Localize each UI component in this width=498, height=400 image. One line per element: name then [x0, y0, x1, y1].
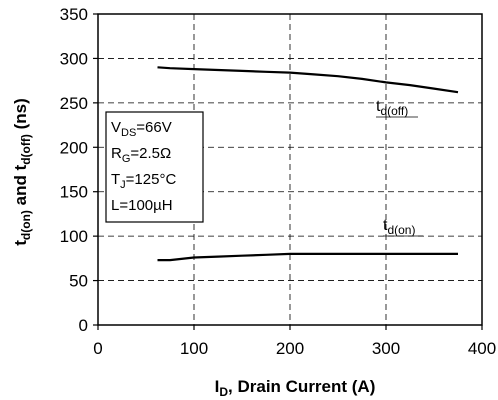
series-label-t-d-on: td(on)	[383, 217, 415, 237]
condition-text: L=100µH	[111, 197, 173, 214]
y-tick-label: 50	[69, 272, 88, 291]
condition-text: VDS=66V	[111, 119, 172, 139]
y-tick-label: 200	[60, 138, 88, 157]
y-tick-label: 250	[60, 94, 88, 113]
x-axis-title: ID, Drain Current (A)	[215, 377, 376, 399]
x-tick-label: 200	[276, 339, 304, 358]
y-axis-title: td(on) and td(off) (ns)	[11, 98, 33, 246]
y-tick-label: 350	[60, 5, 88, 24]
series-line-t-d-on	[157, 252, 458, 262]
y-tick-label: 0	[79, 316, 88, 335]
conditions-frame	[105, 111, 204, 223]
series-label-t-d-off: td(off)	[376, 98, 408, 118]
y-tick-label: 300	[60, 49, 88, 68]
condition-text: TJ=125°C	[111, 171, 176, 191]
x-tick-label: 400	[468, 339, 496, 358]
series-lines	[157, 66, 459, 262]
y-tick-label: 150	[60, 183, 88, 202]
y-tick-label: 100	[60, 227, 88, 246]
x-tick-labels: 0 100 200 300 400	[93, 325, 496, 358]
condition-text: RG=2.5Ω	[111, 145, 171, 165]
x-tick-label: 100	[180, 339, 208, 358]
x-tick-label: 0	[93, 339, 102, 358]
y-tick-labels: 0 50 100 150 200 250 300 350	[60, 5, 98, 335]
x-tick-label: 300	[372, 339, 400, 358]
series-line-t-d-off	[157, 66, 459, 94]
conditions-box: VDS=66V RG=2.5Ω TJ=125°C L=100µH	[105, 111, 204, 223]
